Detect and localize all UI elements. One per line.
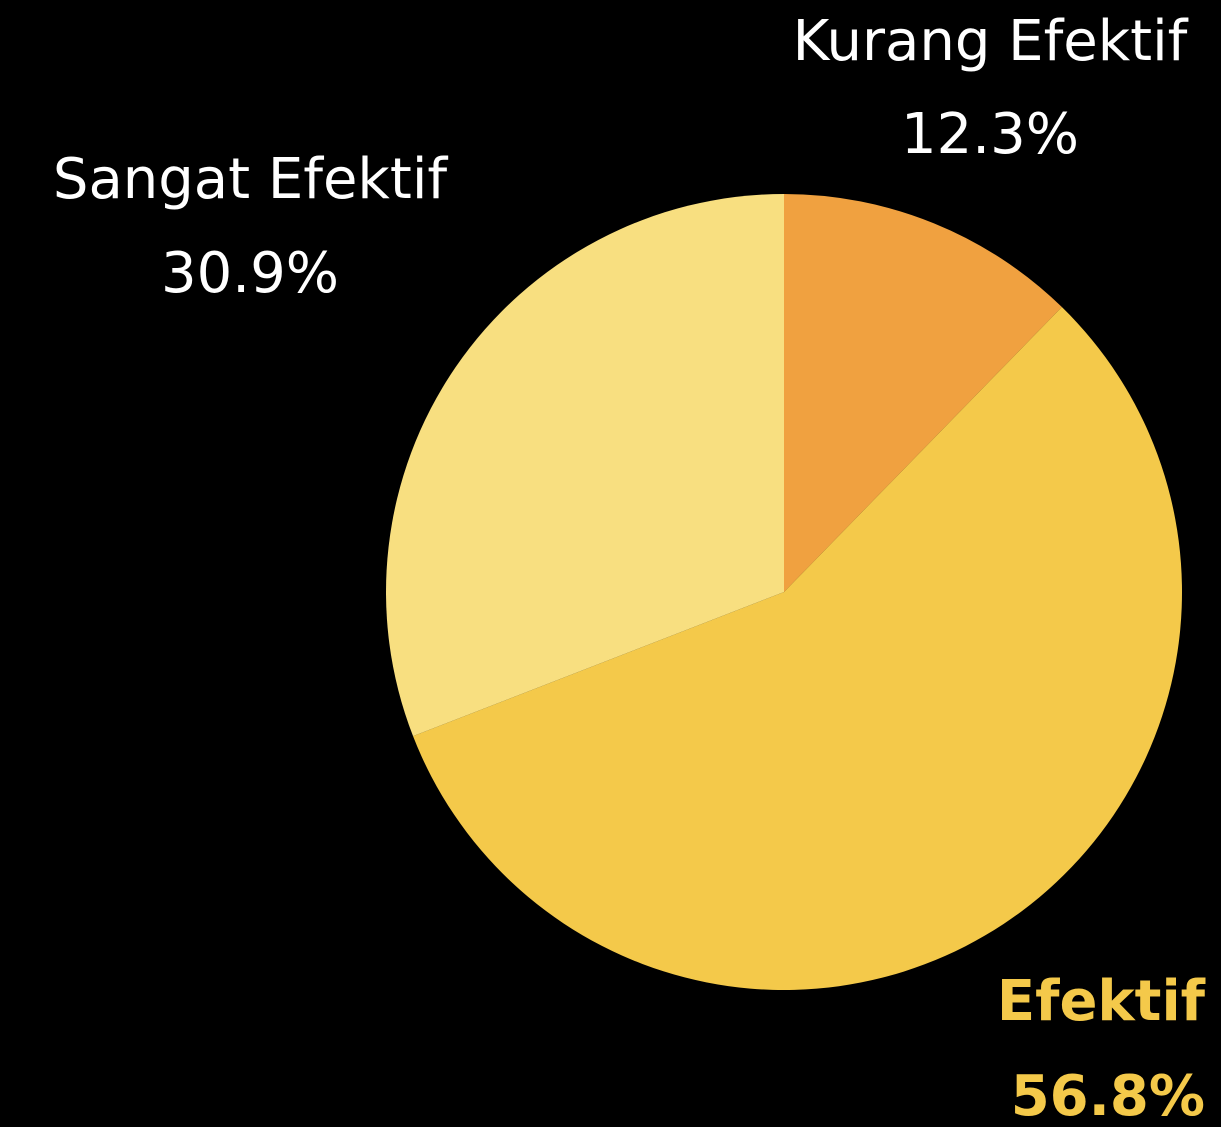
pie-slice (784, 194, 1062, 592)
slice-value-label: 56.8% (1011, 1064, 1205, 1127)
slice-label: Kurang Efektif (793, 9, 1189, 74)
slice-label: Efektif (997, 969, 1206, 1034)
pie-slice (386, 194, 784, 737)
slice-value-label: 12.3% (901, 102, 1079, 167)
slice-label: Sangat Efektif (53, 147, 448, 212)
slice-value-label: 30.9% (161, 241, 339, 306)
pie-slice (413, 307, 1182, 991)
